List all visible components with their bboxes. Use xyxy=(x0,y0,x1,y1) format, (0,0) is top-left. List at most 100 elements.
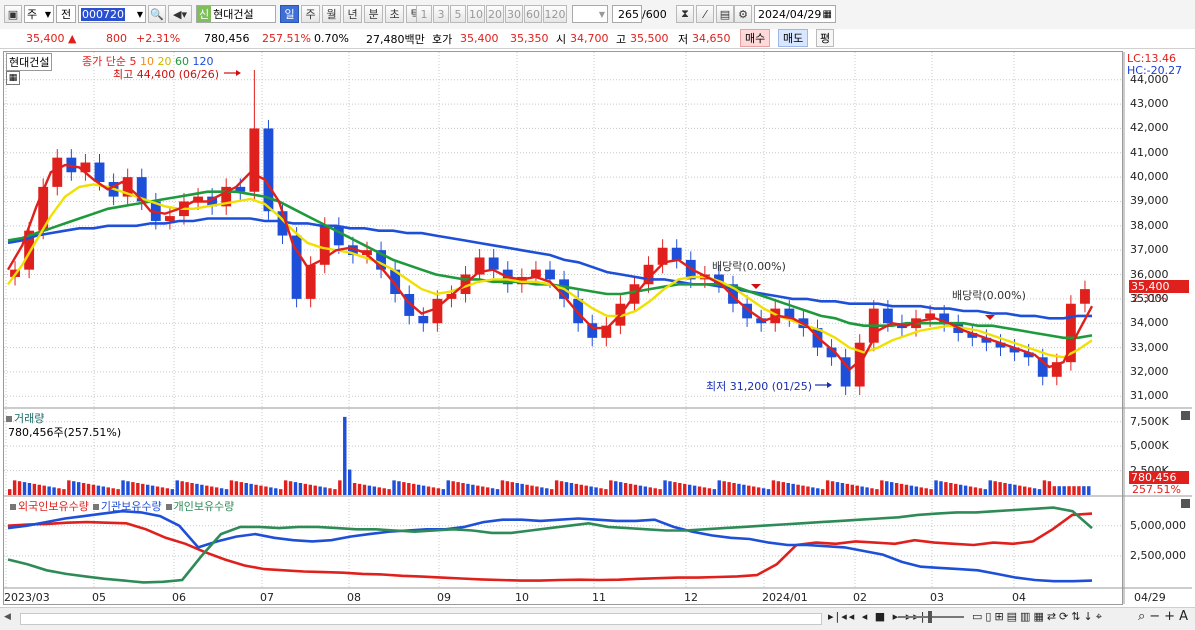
volume-bar xyxy=(742,484,746,495)
volume-bar xyxy=(633,484,638,495)
volume-panel-close-icon[interactable] xyxy=(1181,411,1190,420)
candle-body xyxy=(854,342,865,387)
volume-bar xyxy=(550,489,554,495)
period-tab-5[interactable]: 초 xyxy=(385,5,404,23)
period-tab-0[interactable]: 일 xyxy=(280,5,299,23)
period-tab-1[interactable]: 주 xyxy=(301,5,320,23)
volume-bar xyxy=(224,489,229,495)
open-label: 시 xyxy=(556,32,567,46)
market-type-select[interactable]: 주 ▼ xyxy=(24,5,54,23)
interval-tab-120[interactable]: 120 xyxy=(543,5,567,23)
interval-custom-select[interactable]: ▼ xyxy=(572,5,608,23)
volume-bar xyxy=(1067,486,1071,495)
view-icons[interactable]: ▭▯⊞▤▥▦⇄⟳⇅↓⌖ xyxy=(972,610,1105,623)
volume-bar xyxy=(761,488,766,495)
candle-body xyxy=(1037,357,1048,377)
volume-bar xyxy=(495,489,500,495)
volume-y-tick: 7,500K xyxy=(1130,414,1169,428)
volume-bar xyxy=(663,480,667,495)
volume-bar xyxy=(786,482,790,495)
volume-bar xyxy=(343,416,347,495)
ma-legend: 종가 단순 5 10 20 60 120 xyxy=(82,53,213,69)
volume-bar xyxy=(880,480,884,495)
last-volume-tag: 780,456 xyxy=(1129,471,1189,484)
volume-bar xyxy=(8,489,12,495)
volume-bar xyxy=(830,481,835,495)
count-input[interactable]: 265 xyxy=(612,5,642,23)
date-input[interactable]: 2024/04/29 ▦ xyxy=(754,5,836,23)
order-icon[interactable]: ▤ xyxy=(716,5,734,23)
dividend-annotation-2: 배당락(0.00%) xyxy=(952,289,1026,302)
y-tick-label: 35,000 xyxy=(1130,291,1169,305)
volume-bar xyxy=(456,482,460,495)
volume-bar xyxy=(471,484,475,495)
candle-body xyxy=(432,298,443,324)
volume-bar xyxy=(476,485,480,495)
x-tick-label: 11 xyxy=(592,591,606,604)
compare-button[interactable]: 전 xyxy=(56,5,76,23)
low-arrow-head xyxy=(827,382,832,388)
calendar-icon[interactable]: ▦ xyxy=(822,8,832,20)
volume-bar xyxy=(510,482,515,495)
candle-type-icon[interactable]: ⧗ xyxy=(676,5,694,23)
period-tab-3[interactable]: 년 xyxy=(343,5,362,23)
interval-tab-20[interactable]: 20 xyxy=(486,5,504,23)
x-tick-label: 2023/03 xyxy=(4,591,50,604)
period-tab-4[interactable]: 분 xyxy=(364,5,383,23)
scroll-left-icon[interactable]: ◀ xyxy=(4,612,11,622)
holder-panel-close-icon[interactable] xyxy=(1181,499,1190,508)
volume-bar xyxy=(554,480,559,495)
volume-bar xyxy=(958,484,963,495)
table-icon[interactable]: ▦ xyxy=(6,71,20,85)
period-tab-2[interactable]: 월 xyxy=(322,5,341,23)
candle-body xyxy=(742,303,753,319)
interval-tab-3[interactable]: 3 xyxy=(433,5,449,23)
interval-tab-60[interactable]: 60 xyxy=(524,5,542,23)
volume-bar xyxy=(239,482,244,495)
volume-bar xyxy=(574,483,579,495)
volume-bar xyxy=(727,482,731,495)
buy-button[interactable]: 매수 xyxy=(740,29,771,47)
interval-tab-5[interactable]: 5 xyxy=(450,5,466,23)
search-icon[interactable]: 🔍 xyxy=(148,5,166,23)
volume-bar xyxy=(210,486,214,495)
price-change-pct: +2.31% xyxy=(136,32,181,45)
volume-bar xyxy=(559,481,564,495)
stock-name-field[interactable]: 신 현대건설 xyxy=(196,5,276,23)
volume-bar xyxy=(870,488,874,495)
interval-tab-1[interactable]: 1 xyxy=(416,5,432,23)
candle-body xyxy=(376,250,386,270)
candle-body xyxy=(967,332,978,338)
zoom-slider-handle[interactable] xyxy=(928,611,932,623)
volume-bar xyxy=(298,482,303,495)
scrollbar-track[interactable] xyxy=(20,613,822,625)
volume-bar xyxy=(170,489,175,495)
x-tick-label: 09 xyxy=(437,591,451,604)
volume-bar xyxy=(993,481,997,495)
candle-body xyxy=(671,247,682,260)
playback-controls[interactable]: ▸|◂◂ ◂ ■ ▸ ▸▸| xyxy=(828,610,927,623)
candle-body xyxy=(1023,352,1034,358)
avg-button[interactable]: 평 xyxy=(816,29,835,47)
volume-bar xyxy=(658,489,662,495)
interval-tab-30[interactable]: 30 xyxy=(505,5,523,23)
volume-bar xyxy=(426,486,431,495)
volume-bar xyxy=(387,489,391,495)
volume-bar xyxy=(737,483,741,495)
volume-bar xyxy=(1082,486,1086,495)
trade-amount: 27,480백만 xyxy=(366,32,425,46)
line-draw-icon[interactable]: ⁄ xyxy=(696,5,714,23)
volume-bar xyxy=(1057,486,1061,495)
volume-bar xyxy=(594,487,598,495)
window-menu-icon[interactable]: ▣ xyxy=(4,5,22,23)
stock-code-input[interactable]: 000720 ▼ xyxy=(78,5,146,23)
volume-bar xyxy=(914,486,919,495)
sound-icon[interactable]: ◀▾ xyxy=(168,5,192,23)
y-tick-label: 36,000 xyxy=(1130,267,1169,281)
gear-icon[interactable]: ⚙ xyxy=(734,5,752,23)
interval-tab-10[interactable]: 10 xyxy=(467,5,485,23)
sell-button[interactable]: 매도 xyxy=(778,29,809,47)
zoom-icons[interactable]: ⌕−+A xyxy=(1138,609,1192,624)
volume-bar xyxy=(416,484,421,495)
volume-bar xyxy=(860,486,864,495)
